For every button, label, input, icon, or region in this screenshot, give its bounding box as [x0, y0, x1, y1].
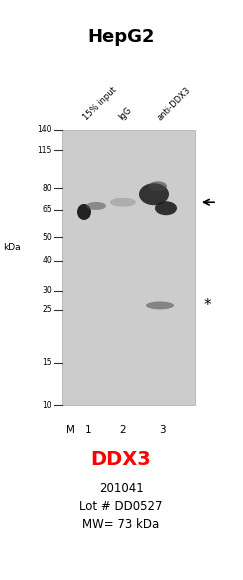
Text: 30: 30	[42, 286, 52, 295]
Text: 65: 65	[42, 205, 52, 215]
Text: 40: 40	[42, 256, 52, 265]
Text: 15: 15	[42, 358, 52, 367]
Text: anti-DDX3: anti-DDX3	[156, 85, 193, 122]
Text: MW= 73 kDa: MW= 73 kDa	[82, 518, 160, 531]
Text: 115: 115	[38, 146, 52, 155]
Text: 80: 80	[42, 184, 52, 193]
Ellipse shape	[110, 198, 136, 206]
Text: 25: 25	[42, 305, 52, 314]
Text: DDX3: DDX3	[91, 450, 151, 469]
Text: 140: 140	[37, 125, 52, 135]
Text: HepG2: HepG2	[87, 28, 155, 46]
Text: 15% input: 15% input	[82, 85, 118, 122]
Text: M: M	[66, 425, 74, 435]
Ellipse shape	[139, 183, 169, 205]
Text: 2: 2	[120, 425, 126, 435]
Text: kDa: kDa	[3, 243, 21, 252]
Text: *: *	[203, 298, 211, 313]
Text: 50: 50	[42, 233, 52, 242]
Text: 3: 3	[159, 425, 165, 435]
Text: 1: 1	[85, 425, 91, 435]
Ellipse shape	[146, 302, 174, 310]
Text: 10: 10	[42, 401, 52, 409]
Text: 201041: 201041	[99, 482, 143, 495]
Ellipse shape	[149, 181, 167, 191]
Bar	[62, 130, 195, 405]
Text: Lot # DD0527: Lot # DD0527	[79, 500, 163, 513]
Ellipse shape	[155, 201, 177, 215]
Ellipse shape	[77, 204, 91, 220]
Text: IgG: IgG	[117, 106, 133, 122]
Ellipse shape	[86, 202, 106, 210]
